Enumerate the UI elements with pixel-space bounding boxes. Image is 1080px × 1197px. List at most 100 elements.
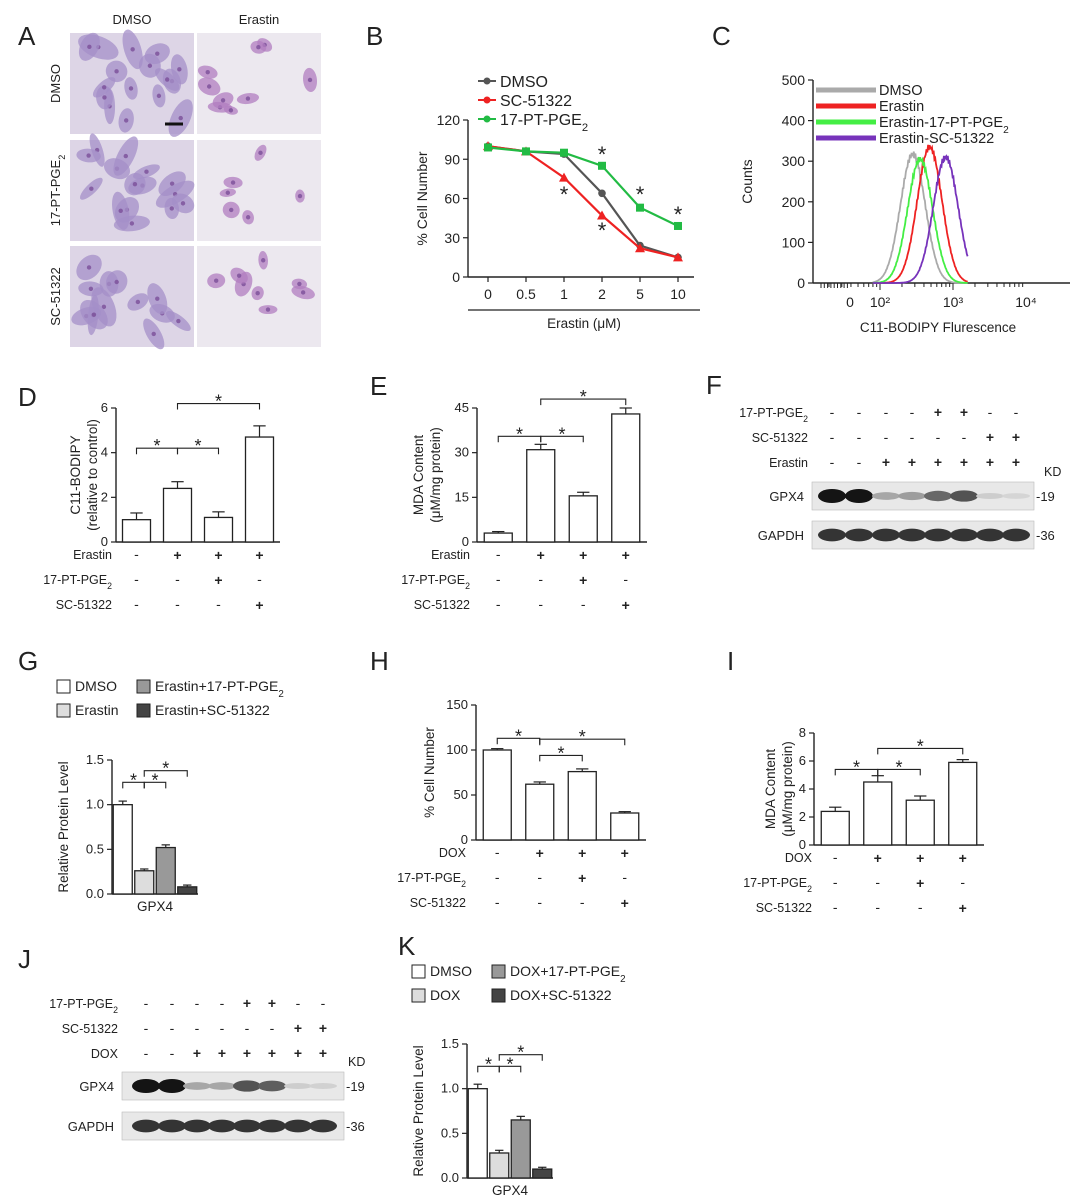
condition-sign: + <box>536 845 544 861</box>
blot-band <box>872 528 900 542</box>
blot-band <box>845 489 873 503</box>
kd-header: KD <box>1044 465 1061 479</box>
legend-label: DOX <box>430 987 461 1003</box>
condition-sign: - <box>910 404 915 420</box>
legend-swatch <box>411 988 426 1003</box>
condition-sign: - <box>245 1020 250 1036</box>
panel-letter: G <box>18 646 38 676</box>
blot-band <box>924 528 952 542</box>
y-tick-label: 0.0 <box>441 1170 459 1185</box>
significance-bracket: * <box>496 726 541 746</box>
nucleus <box>169 181 175 186</box>
condition-sign: - <box>830 404 835 420</box>
significance-star: * <box>557 743 564 763</box>
nucleus <box>297 193 303 199</box>
bar <box>948 761 978 846</box>
condition-sign: - <box>857 404 862 420</box>
bar <box>467 1088 488 1179</box>
blot-band <box>872 492 900 500</box>
significance-star: * <box>485 1054 492 1074</box>
y-tick-label: 0 <box>797 275 805 291</box>
condition-sign: - <box>962 429 967 445</box>
nucleus <box>89 186 94 191</box>
blot-band <box>1002 493 1030 499</box>
significance-star: * <box>130 770 137 790</box>
nucleus <box>147 63 153 68</box>
legend-marker <box>483 96 491 104</box>
series-line <box>487 146 679 227</box>
condition-sign: - <box>496 546 501 562</box>
blot-band <box>845 528 873 542</box>
significance-star: * <box>151 770 158 790</box>
blot-band <box>158 1119 186 1133</box>
y-tick-label: 150 <box>446 697 468 712</box>
bar <box>526 449 556 543</box>
data-point <box>484 143 492 152</box>
x-tick-label: 0 <box>484 286 492 302</box>
panel-letter: H <box>370 646 389 676</box>
blot-band <box>258 1080 286 1092</box>
condition-sign: - <box>220 1020 225 1036</box>
legend-swatch <box>56 703 71 718</box>
condition-sign: + <box>255 547 263 563</box>
column-label: Erastin <box>239 12 279 27</box>
nucleus <box>101 85 107 90</box>
kd-marker: -19 <box>1036 489 1055 504</box>
nucleus <box>164 77 170 82</box>
condition-sign: + <box>579 572 587 588</box>
bar <box>112 804 133 895</box>
blot-band <box>233 1080 261 1092</box>
series-line <box>487 145 679 259</box>
y-tick-label: 4 <box>101 445 108 460</box>
condition-label: 17-PT-PGE2 <box>397 871 466 889</box>
condition-sign: + <box>622 597 630 613</box>
blot-strip <box>121 1071 345 1101</box>
y-tick-label: 120 <box>437 112 461 128</box>
condition-sign: - <box>216 596 221 612</box>
condition-sign: - <box>830 429 835 445</box>
condition-sign: - <box>296 995 301 1011</box>
x-tick-label: 10⁴ <box>1015 294 1037 310</box>
condition-sign: + <box>268 995 276 1011</box>
nucleus <box>135 299 141 305</box>
nucleus <box>128 86 134 91</box>
nucleus <box>132 181 138 187</box>
significance-star: * <box>636 182 645 207</box>
y-axis-label: (μM/mg protein) <box>428 427 443 523</box>
significance-star: * <box>516 424 523 444</box>
bar <box>482 749 512 841</box>
micrograph-image <box>197 246 321 347</box>
condition-sign: - <box>144 995 149 1011</box>
nucleus <box>300 290 306 295</box>
x-tick-label: 0 <box>846 294 854 310</box>
significance-star: * <box>895 757 902 777</box>
significance-star: * <box>598 142 607 167</box>
nucleus <box>129 221 135 226</box>
y-tick-label: 2 <box>101 489 108 504</box>
blot-band <box>208 1082 236 1090</box>
bar <box>134 870 155 895</box>
nucleus <box>297 281 302 287</box>
y-tick-label: 300 <box>782 153 806 169</box>
significance-bracket: * <box>498 1054 522 1074</box>
condition-sign: + <box>621 895 629 911</box>
significance-bracket: * <box>122 770 145 790</box>
y-axis-label: (relative to control) <box>85 419 100 531</box>
x-tick-label: 2 <box>598 286 606 302</box>
blot-band <box>183 1119 211 1133</box>
condition-sign: - <box>918 899 923 915</box>
significance-star: * <box>917 736 924 756</box>
bar <box>203 516 234 543</box>
x-axis-label: GPX4 <box>492 1183 529 1197</box>
legend-label: Erastin-17-PT-PGE2 <box>879 115 1009 136</box>
blot-band <box>158 1079 186 1093</box>
condition-sign: - <box>538 596 543 612</box>
nucleus <box>236 273 242 278</box>
condition-sign: - <box>581 596 586 612</box>
condition-sign: + <box>916 850 924 866</box>
micrograph-image <box>197 33 321 134</box>
y-tick-label: 4 <box>799 781 806 796</box>
blot-band <box>183 1082 211 1090</box>
nucleus <box>123 118 129 123</box>
y-tick-label: 15 <box>455 489 469 504</box>
